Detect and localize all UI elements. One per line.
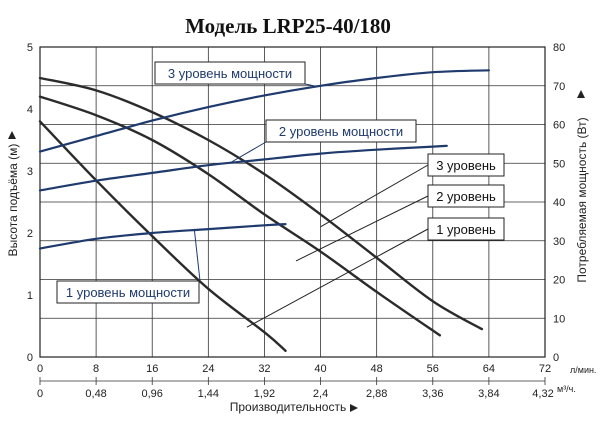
grid xyxy=(39,46,546,385)
y2-tick-label: 50 xyxy=(553,158,565,170)
y-tick-label: 5 xyxy=(27,42,33,54)
y-axis-label-text: Высота подъёма (м) xyxy=(6,144,20,257)
x2-tick-label: 2,4 xyxy=(313,388,328,400)
x-tick-label: 0 xyxy=(37,363,43,375)
y2-tick-label: 70 xyxy=(553,81,565,93)
x2-tick-label: 0,96 xyxy=(142,388,163,400)
series-group xyxy=(38,69,490,352)
y2-tick-label: 30 xyxy=(553,236,565,248)
x2-tick-label: 4,32 xyxy=(532,388,553,400)
head-series-label: 3 уровень xyxy=(436,158,496,173)
power-series-label: 3 уровень мощности xyxy=(168,66,292,81)
power-label-leader xyxy=(229,141,267,164)
arrow-up-icon xyxy=(577,90,585,98)
head-label-box xyxy=(427,217,505,241)
power-label-leader xyxy=(193,229,201,282)
x-tick-label: 56 xyxy=(427,363,439,375)
y2-tick-label: 10 xyxy=(553,313,565,325)
power-curve-level-3 xyxy=(38,69,490,153)
head-label-leader xyxy=(320,164,429,228)
x-axis-label-text: Производительность xyxy=(230,400,346,414)
x-tick-label: 40 xyxy=(314,363,326,375)
y2-tick-label: 80 xyxy=(553,42,565,54)
head-curve-level-1 xyxy=(38,120,287,352)
x-tick-label: 48 xyxy=(371,363,383,375)
plot-frame xyxy=(39,46,546,358)
x2-tick-label: 3,36 xyxy=(422,388,443,400)
x2-tick-label: 1,92 xyxy=(254,388,275,400)
y-tick-label: 1 xyxy=(27,290,33,302)
y2-tick-label: 40 xyxy=(553,197,565,209)
head-label-leader xyxy=(246,228,429,328)
x2-tick-label: 1,44 xyxy=(198,388,219,400)
head-series-label: 2 уровень xyxy=(436,189,496,204)
x2-tick-label: 0 xyxy=(37,388,43,400)
x-tick-label: 8 xyxy=(93,363,99,375)
power-label-leader xyxy=(304,83,314,87)
x-tick-label: 24 xyxy=(202,363,214,375)
x-tick-label: 16 xyxy=(146,363,158,375)
axis-ticks: 0 8 16 24 32 40 48 56 64 720 0,48 0,96 1,44 1,92 2,4 2,… xyxy=(27,42,565,400)
chart-title: Модель LRP25-40/180 xyxy=(185,14,391,38)
power-curve-level-1 xyxy=(38,223,287,250)
series-labels: 1 уровень 2 уровень 3 уровень 1 уровень мощ… xyxy=(56,61,505,328)
head-label-box xyxy=(427,184,505,208)
head-curve-level-3 xyxy=(38,76,484,331)
head-curve-level-2 xyxy=(38,95,441,337)
y2-tick-label: 20 xyxy=(553,275,565,287)
y-tick-label: 4 xyxy=(27,104,33,116)
arrow-up-icon xyxy=(8,131,16,139)
power-label-box xyxy=(56,280,200,304)
y-axis-label: Высота подъёма (м) xyxy=(6,131,20,256)
y-tick-label: 0 xyxy=(27,352,33,364)
arrow-right-icon xyxy=(350,404,358,412)
x2-tick-label: 2,88 xyxy=(366,388,387,400)
x-tick-label: 32 xyxy=(258,363,270,375)
power-curve-level-2 xyxy=(38,144,448,192)
x-tick-label: 64 xyxy=(483,363,495,375)
head-series-label: 1 уровень xyxy=(436,222,496,237)
x2-unit-label: м³/ч. xyxy=(557,384,576,394)
x-tick-label: 72 xyxy=(539,363,551,375)
power-label-box xyxy=(154,61,306,85)
head-label-box xyxy=(427,153,505,177)
y-tick-label: 3 xyxy=(27,166,33,178)
head-label-leader xyxy=(295,195,429,262)
y-tick-label: 2 xyxy=(27,228,33,240)
y2-tick-label: 0 xyxy=(553,352,559,364)
power-label-box xyxy=(265,119,417,143)
power-series-label: 2 уровень мощности xyxy=(279,124,403,139)
power-series-label: 1 уровень мощности xyxy=(66,285,190,300)
y2-tick-label: 60 xyxy=(553,120,565,132)
x2-tick-label: 0,48 xyxy=(85,388,106,400)
y2-axis-label: Потребляемая мощность (Вт) xyxy=(575,90,589,283)
y2-axis-label-text: Потребляемая мощность (Вт) xyxy=(575,117,589,282)
x-axis-label: Производительность xyxy=(230,400,358,414)
x2-tick-label: 3,84 xyxy=(478,388,499,400)
x-unit-label: л/мин. xyxy=(570,365,596,375)
